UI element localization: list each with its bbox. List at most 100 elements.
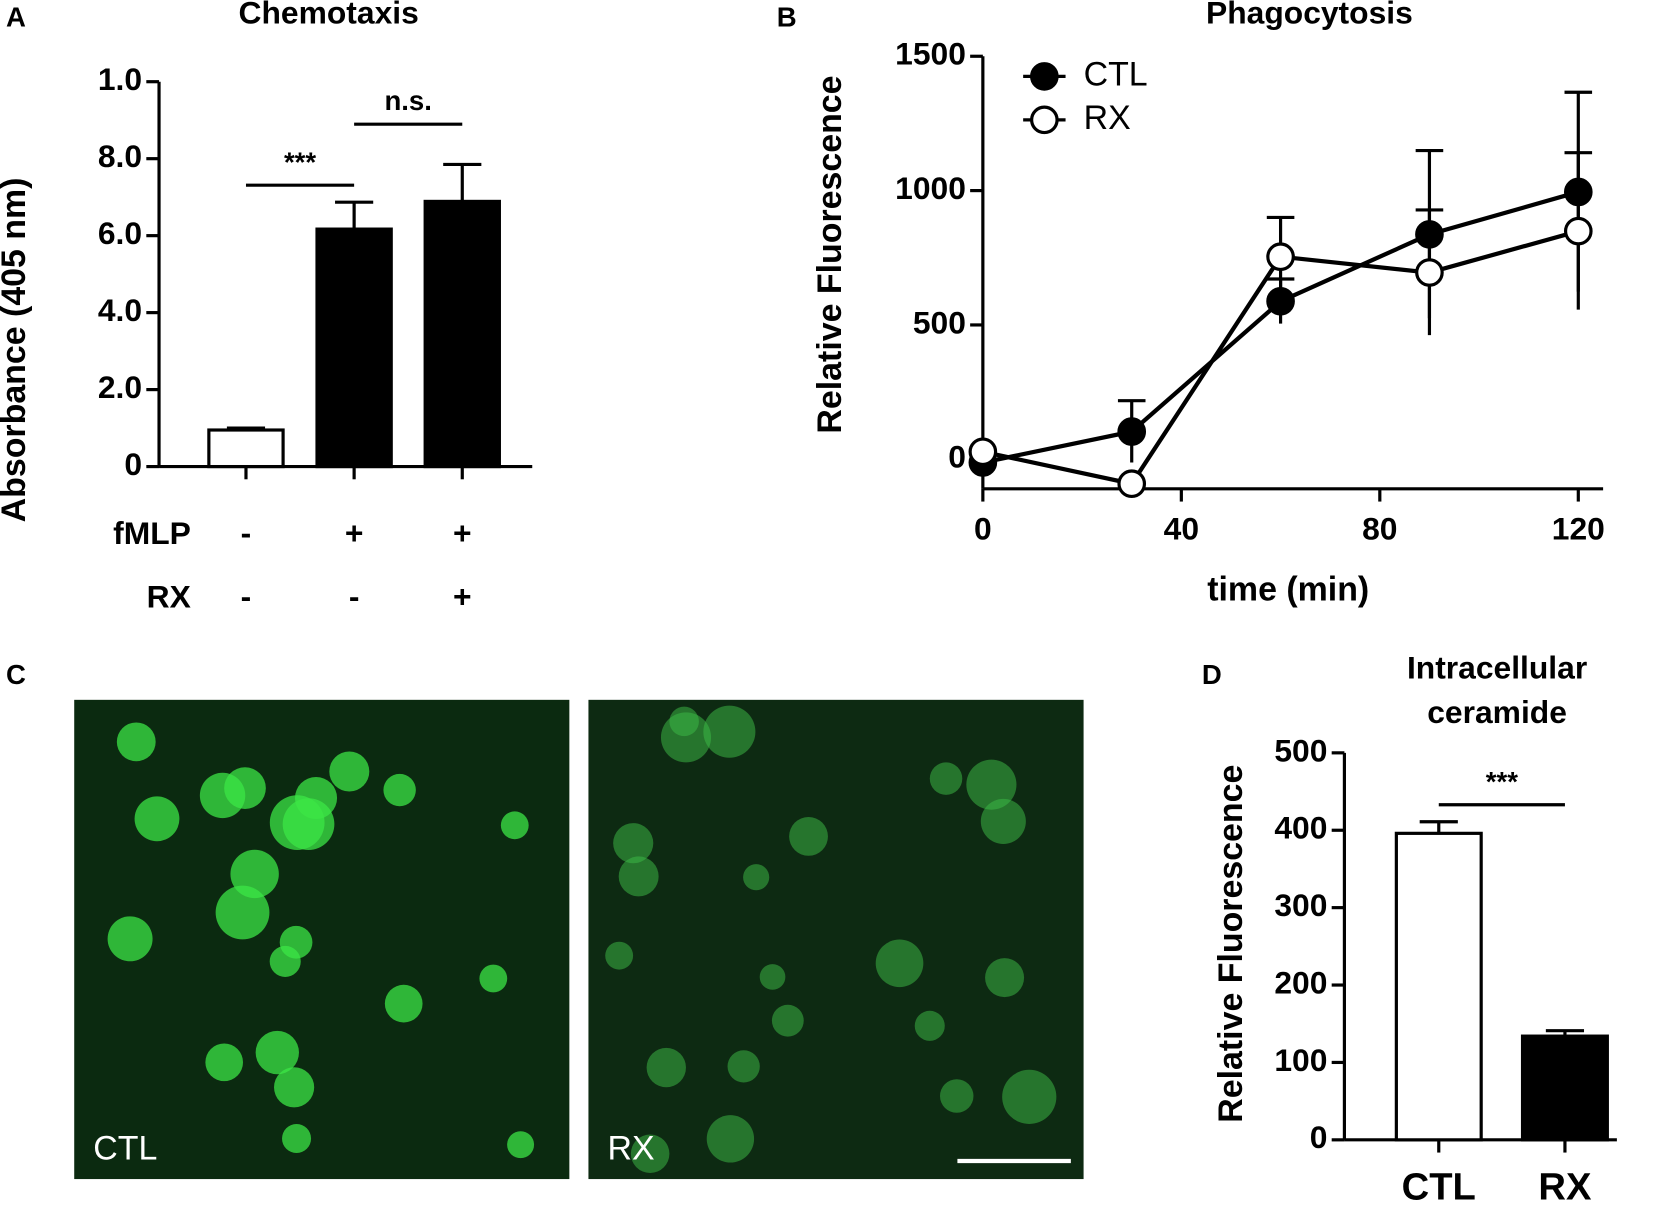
cell (939, 1079, 974, 1113)
cell (727, 1050, 760, 1083)
marker (1266, 242, 1295, 272)
significance-label: *** (284, 146, 316, 177)
image-label: CTL (93, 1129, 157, 1167)
legend-label: CTL (1084, 55, 1148, 93)
condition-label: + (453, 515, 472, 551)
marker (1563, 216, 1593, 246)
cell (269, 945, 301, 977)
marker (1415, 220, 1444, 249)
cell (107, 916, 153, 962)
condition-label: - (241, 515, 252, 551)
cell (384, 984, 423, 1023)
cell (646, 1047, 686, 1088)
cell (875, 939, 924, 988)
cell (966, 759, 1017, 810)
y-axis-label: Relative Fluorescence (811, 75, 849, 433)
cell (759, 964, 786, 990)
cell (789, 816, 828, 856)
cell (618, 856, 659, 897)
cell (771, 1004, 804, 1037)
x-tick-label: 120 (1552, 511, 1605, 547)
legend-marker (1030, 62, 1059, 91)
bar (1394, 831, 1483, 1142)
cell (329, 751, 370, 792)
marker (968, 437, 998, 467)
y-tick-label: 300 (1274, 887, 1327, 923)
cell (613, 823, 654, 864)
legend-marker (1030, 105, 1059, 135)
y-tick-label: 400 (1274, 810, 1327, 846)
cell (205, 1043, 244, 1082)
cell (743, 864, 770, 891)
panel-label: D (1202, 659, 1222, 690)
chart-title: Chemotaxis (239, 0, 419, 30)
cell (507, 1131, 535, 1159)
chart-title: Intracellular (1407, 650, 1587, 686)
condition-label: - (349, 579, 360, 615)
y-tick-label: 4.0 (98, 292, 142, 328)
panel-label: B (777, 1, 797, 32)
y-tick-label: 1.0 (98, 61, 142, 97)
cell (116, 722, 156, 762)
panel-label: A (6, 1, 26, 32)
cell (605, 941, 634, 970)
cell (703, 705, 756, 758)
cell (500, 811, 529, 840)
y-axis-label: Relative Fluorescence (1212, 765, 1250, 1123)
x-tick-label: CTL (1402, 1166, 1476, 1209)
image-label: RX (608, 1129, 655, 1167)
cell (479, 964, 508, 993)
cell (929, 762, 963, 795)
marker (1563, 177, 1593, 207)
y-tick-label: 500 (913, 304, 966, 340)
x-tick-label: 0 (974, 511, 992, 547)
significance-label: *** (1486, 766, 1518, 797)
panel-label: C (6, 659, 26, 690)
x-tick-label: RX (1538, 1166, 1592, 1209)
y-tick-label: 500 (1274, 732, 1327, 768)
y-tick-label: 1000 (895, 170, 966, 206)
cell (274, 1067, 315, 1108)
y-tick-label: 8.0 (98, 138, 142, 174)
cell (985, 958, 1025, 998)
bar (1520, 1034, 1609, 1142)
significance-label: n.s. (384, 85, 431, 116)
cells (107, 705, 1057, 1174)
x-tick-label: 40 (1164, 511, 1199, 547)
cell (914, 1010, 945, 1041)
y-tick-label: 6.0 (98, 215, 142, 251)
condition-name: RX (147, 579, 191, 615)
marker (1415, 258, 1444, 287)
bar (423, 199, 501, 469)
marker (1266, 286, 1295, 316)
cell (255, 1030, 299, 1075)
cell (224, 767, 266, 809)
condition-label: + (453, 579, 472, 615)
y-tick-label: 0 (948, 439, 966, 475)
cell (980, 798, 1026, 844)
marker (1117, 417, 1147, 446)
y-tick-label: 0 (124, 446, 142, 482)
y-tick-label: 1500 (895, 36, 966, 72)
cell (134, 796, 180, 842)
cell (706, 1115, 755, 1163)
x-axis-label: time (min) (1207, 571, 1369, 609)
cell (1002, 1069, 1057, 1124)
cell (630, 1134, 670, 1174)
y-tick-label: 200 (1274, 964, 1327, 1000)
y-tick-label: 100 (1274, 1042, 1327, 1078)
chart-title: Phagocytosis (1206, 0, 1413, 30)
cell (669, 706, 699, 737)
condition-label: - (241, 579, 252, 615)
y-tick-label: 2.0 (98, 369, 142, 405)
cell (383, 773, 416, 807)
cell (282, 1123, 312, 1154)
cell (282, 798, 335, 850)
y-tick-label: 0 (1310, 1119, 1328, 1155)
y-axis-label: Absorbance (405 nm) (0, 178, 33, 523)
bar (315, 227, 393, 469)
condition-label: + (345, 515, 364, 551)
legend-label: RX (1084, 99, 1131, 137)
bar (207, 428, 285, 469)
